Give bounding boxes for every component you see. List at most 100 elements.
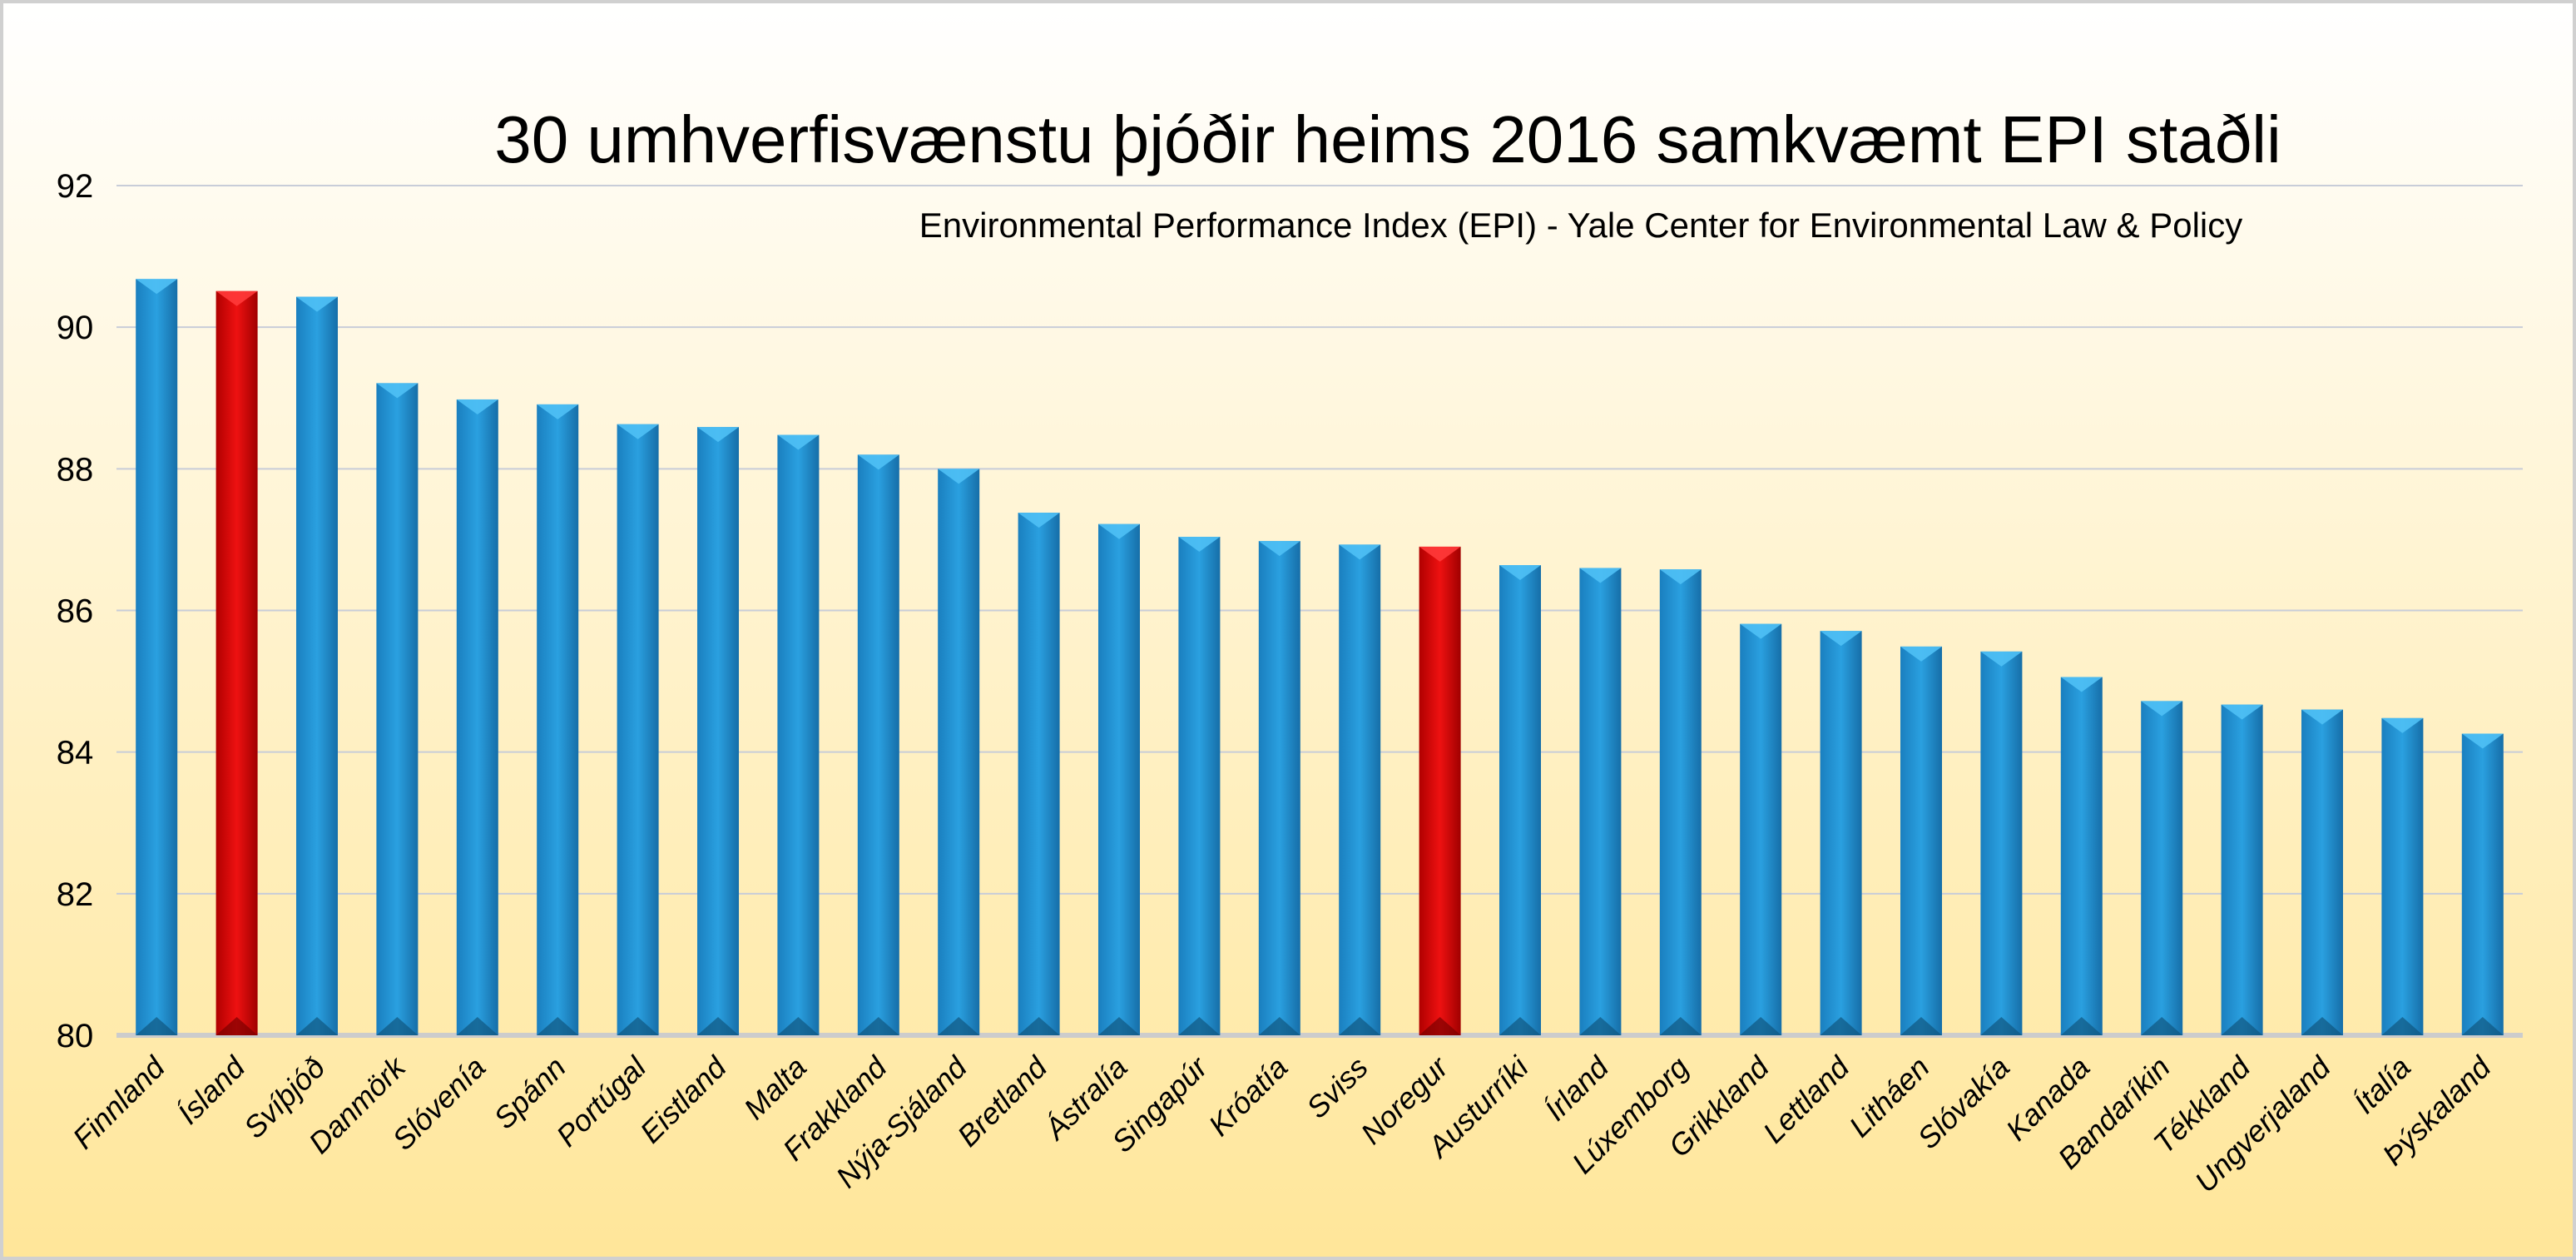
bar-top-bevel — [376, 383, 419, 399]
bar-bottom-bevel — [1018, 1017, 1060, 1035]
bar — [1098, 523, 1140, 1035]
bar-25 — [2141, 701, 2183, 1035]
bar-bottom-bevel — [1659, 1017, 1702, 1035]
bar-bottom-bevel — [215, 1017, 258, 1035]
bar — [1339, 544, 1381, 1035]
y-tick-label: 82 — [57, 876, 94, 913]
y-tick-label: 80 — [57, 1018, 94, 1054]
bar-24 — [2060, 677, 2103, 1035]
bar-top-bevel — [1339, 544, 1381, 560]
bar-bottom-bevel — [376, 1017, 419, 1035]
bar-top-bevel — [2381, 717, 2424, 733]
bar-top-bevel — [2301, 709, 2343, 725]
bar-top-bevel — [2461, 733, 2504, 749]
bar — [537, 404, 579, 1036]
bar-top-bevel — [1419, 546, 1461, 562]
bar-top-bevel — [1740, 623, 1782, 639]
bar-top-bevel — [938, 469, 980, 484]
bar-top-bevel — [1820, 631, 1862, 647]
bar-6 — [617, 424, 659, 1035]
y-tick-label: 86 — [57, 593, 94, 630]
bar — [1419, 546, 1461, 1035]
bar-top-bevel — [777, 434, 820, 450]
bar-bottom-bevel — [296, 1017, 338, 1035]
bar-bottom-bevel — [1258, 1017, 1300, 1035]
bar-10 — [938, 469, 980, 1035]
bar — [1740, 623, 1782, 1035]
bar-top-bevel — [1579, 568, 1622, 583]
bar-7 — [697, 427, 739, 1035]
bar — [2461, 733, 2504, 1035]
bar-29 — [2461, 733, 2504, 1035]
bar-bottom-bevel — [1820, 1017, 1862, 1035]
bar-5 — [537, 404, 579, 1036]
bar — [136, 279, 178, 1035]
bar-2 — [296, 296, 338, 1036]
bar — [617, 424, 659, 1035]
bar-bottom-bevel — [857, 1017, 899, 1035]
bar-bottom-bevel — [2461, 1017, 2504, 1035]
bar-23 — [1980, 651, 2023, 1035]
bar — [1659, 569, 1702, 1035]
bar-bottom-bevel — [777, 1017, 820, 1035]
bar — [938, 469, 980, 1035]
bar-28 — [2381, 717, 2424, 1035]
bar — [376, 383, 419, 1035]
bar-bottom-bevel — [1499, 1017, 1541, 1035]
bar-18 — [1579, 568, 1622, 1035]
bar — [456, 399, 498, 1035]
bar — [215, 290, 258, 1035]
bar-12 — [1098, 523, 1140, 1035]
bar-22 — [1900, 646, 1942, 1035]
bar-top-bevel — [296, 296, 338, 312]
bar — [1499, 565, 1541, 1035]
bar — [1820, 631, 1862, 1035]
bar-17 — [1499, 565, 1541, 1035]
bar-13 — [1178, 537, 1221, 1035]
bar-bottom-bevel — [1098, 1017, 1140, 1035]
bar-top-bevel — [1499, 565, 1541, 581]
bar — [1178, 537, 1221, 1035]
bar — [2060, 677, 2103, 1035]
bar — [2221, 704, 2263, 1035]
y-tick-label: 90 — [57, 310, 94, 346]
bar-26 — [2221, 704, 2263, 1035]
bar-top-bevel — [1018, 513, 1060, 528]
bar-top-bevel — [215, 290, 258, 306]
bar-bottom-bevel — [1178, 1017, 1221, 1035]
bar-top-bevel — [1659, 569, 1702, 585]
bar-8 — [777, 434, 820, 1035]
bar — [1980, 651, 2023, 1035]
bar-top-bevel — [456, 399, 498, 414]
bar — [697, 427, 739, 1035]
bar-bottom-bevel — [938, 1017, 980, 1035]
bar-bottom-bevel — [1740, 1017, 1782, 1035]
bar — [2141, 701, 2183, 1035]
bar-top-bevel — [1098, 523, 1140, 539]
bar-bottom-bevel — [1339, 1017, 1381, 1035]
bar — [1018, 513, 1060, 1035]
bar-bottom-bevel — [1900, 1017, 1942, 1035]
bar-bottom-bevel — [1980, 1017, 2023, 1035]
bar-4 — [456, 399, 498, 1035]
bar-bottom-bevel — [2221, 1017, 2263, 1035]
bar-bottom-bevel — [456, 1017, 498, 1035]
bar-1 — [215, 290, 258, 1035]
bar-20 — [1740, 623, 1782, 1035]
bar — [1900, 646, 1942, 1035]
bar-bottom-bevel — [537, 1017, 579, 1035]
bar — [296, 296, 338, 1036]
bar-top-bevel — [1258, 541, 1300, 557]
bar-27 — [2301, 709, 2343, 1035]
bar-bottom-bevel — [2301, 1017, 2343, 1035]
bar-bottom-bevel — [2381, 1017, 2424, 1035]
y-tick-label: 84 — [57, 735, 94, 771]
bar-top-bevel — [697, 427, 739, 443]
bar — [1258, 541, 1300, 1035]
bar — [2381, 717, 2424, 1035]
bar-top-bevel — [1980, 651, 2023, 667]
bar-top-bevel — [537, 404, 579, 419]
bar-0 — [136, 279, 178, 1035]
bar-19 — [1659, 569, 1702, 1035]
bar-bottom-bevel — [136, 1017, 178, 1035]
